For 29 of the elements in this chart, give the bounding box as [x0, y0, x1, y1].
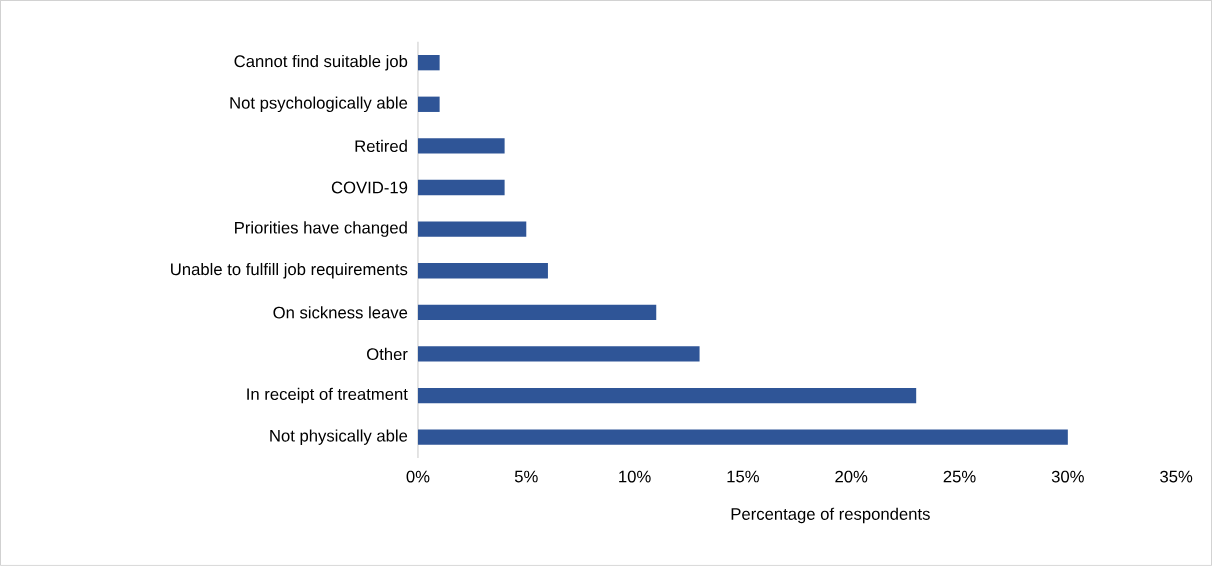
y-tick-label: Not physically able	[270, 429, 408, 445]
bar	[417, 429, 1068, 445]
bar	[417, 179, 505, 196]
x-tick-label: 15%	[727, 470, 759, 483]
y-tick-label: On sickness leave	[273, 306, 408, 319]
y-tick-label: Unable to fulfill job requirements	[171, 263, 408, 279]
bar	[417, 387, 917, 404]
x-axis-title: Percentage of respondents	[731, 507, 930, 524]
x-tick-label: 30%	[1051, 470, 1084, 483]
y-tick-label: Priorities have changed	[235, 221, 407, 237]
y-tick-label: Cannot find suitable job	[234, 54, 408, 71]
x-tick-label: 20%	[835, 470, 868, 483]
y-tick-label: Retired	[355, 139, 407, 153]
bar	[417, 304, 657, 321]
y-tick-label: Other	[367, 347, 408, 361]
bar	[417, 96, 440, 113]
bar	[417, 138, 505, 154]
x-tick-label: 5%	[514, 470, 538, 483]
x-tick-label: 0%	[406, 470, 430, 483]
x-tick-label: 10%	[619, 470, 651, 483]
bar	[417, 55, 440, 71]
x-tick-label: 25%	[943, 470, 976, 483]
bar	[417, 346, 700, 362]
bar	[417, 263, 548, 279]
y-tick-label: Not psychologically able	[230, 96, 408, 113]
y-tick-label: In receipt of treatment	[247, 387, 408, 404]
bar	[417, 221, 527, 237]
x-tick-label: 35%	[1160, 470, 1193, 483]
y-tick-label: COVID-19	[331, 181, 408, 194]
